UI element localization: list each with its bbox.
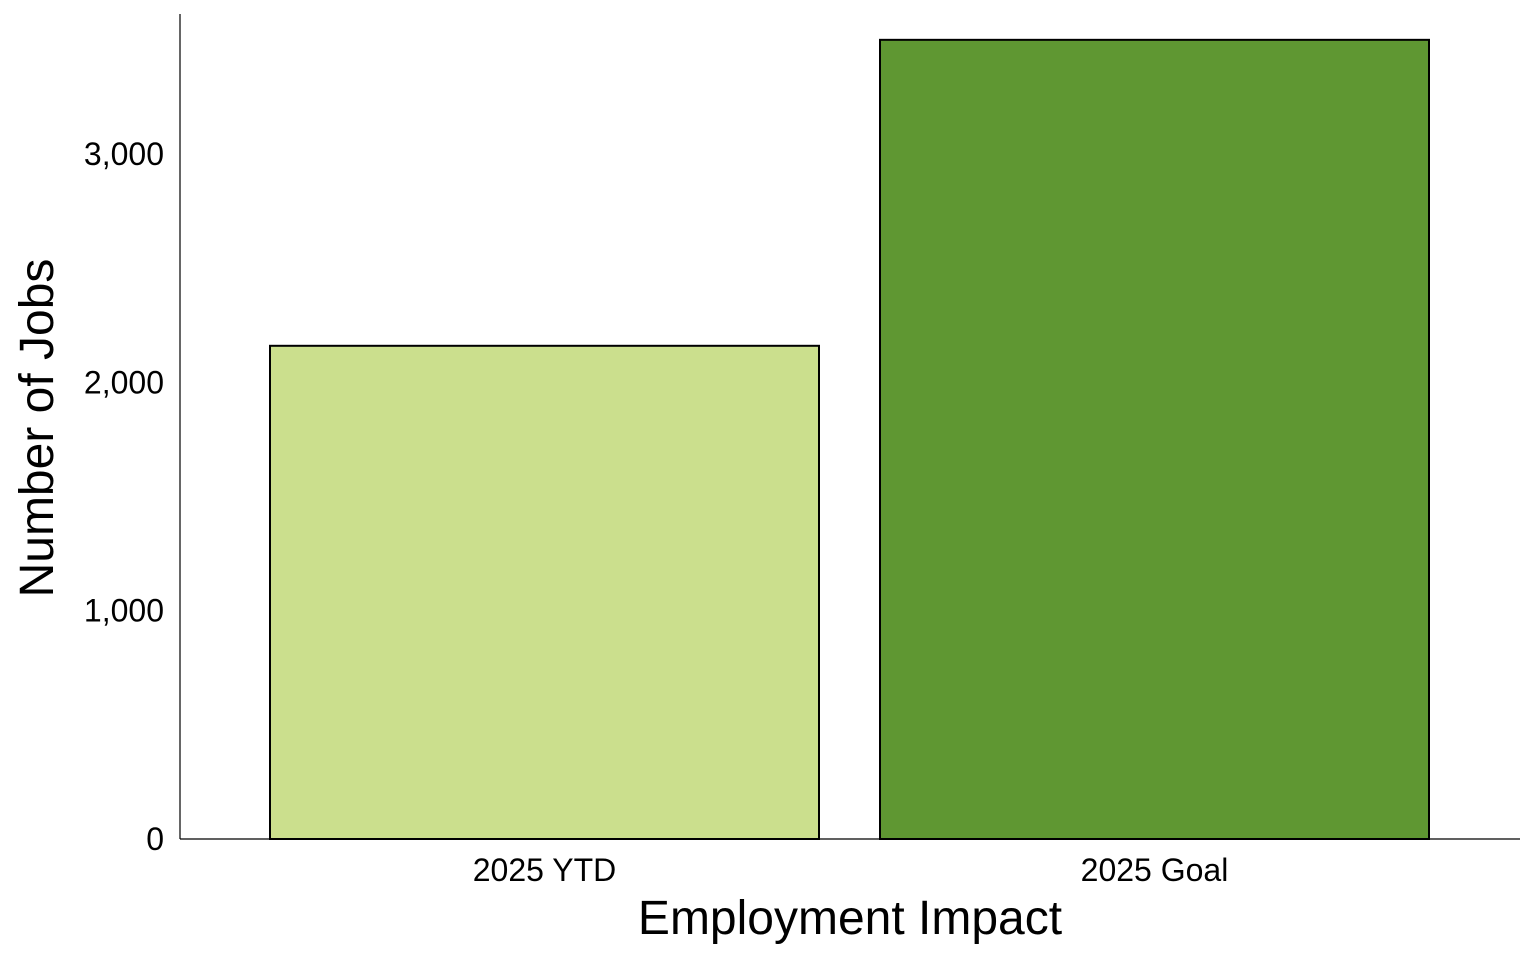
- y-axis-ticks: 0 1,000 2,000 3,000: [84, 136, 164, 857]
- x-axis-ticks: 2025 YTD 2025 Goal: [473, 852, 1229, 888]
- bars-group: [269, 38, 1430, 841]
- y-tick-label: 0: [146, 821, 164, 857]
- bar-2025-ytd: [269, 344, 820, 840]
- x-tick-label: 2025 YTD: [473, 852, 617, 888]
- y-tick-label: 2,000: [84, 364, 164, 400]
- y-tick-label: 3,000: [84, 136, 164, 172]
- x-axis-title: Employment Impact: [638, 892, 1062, 945]
- bar-2025-goal: [879, 38, 1430, 841]
- y-axis-title: Number of Jobs: [11, 259, 64, 598]
- x-tick-label: 2025 Goal: [1081, 852, 1229, 888]
- y-tick-label: 1,000: [84, 593, 164, 629]
